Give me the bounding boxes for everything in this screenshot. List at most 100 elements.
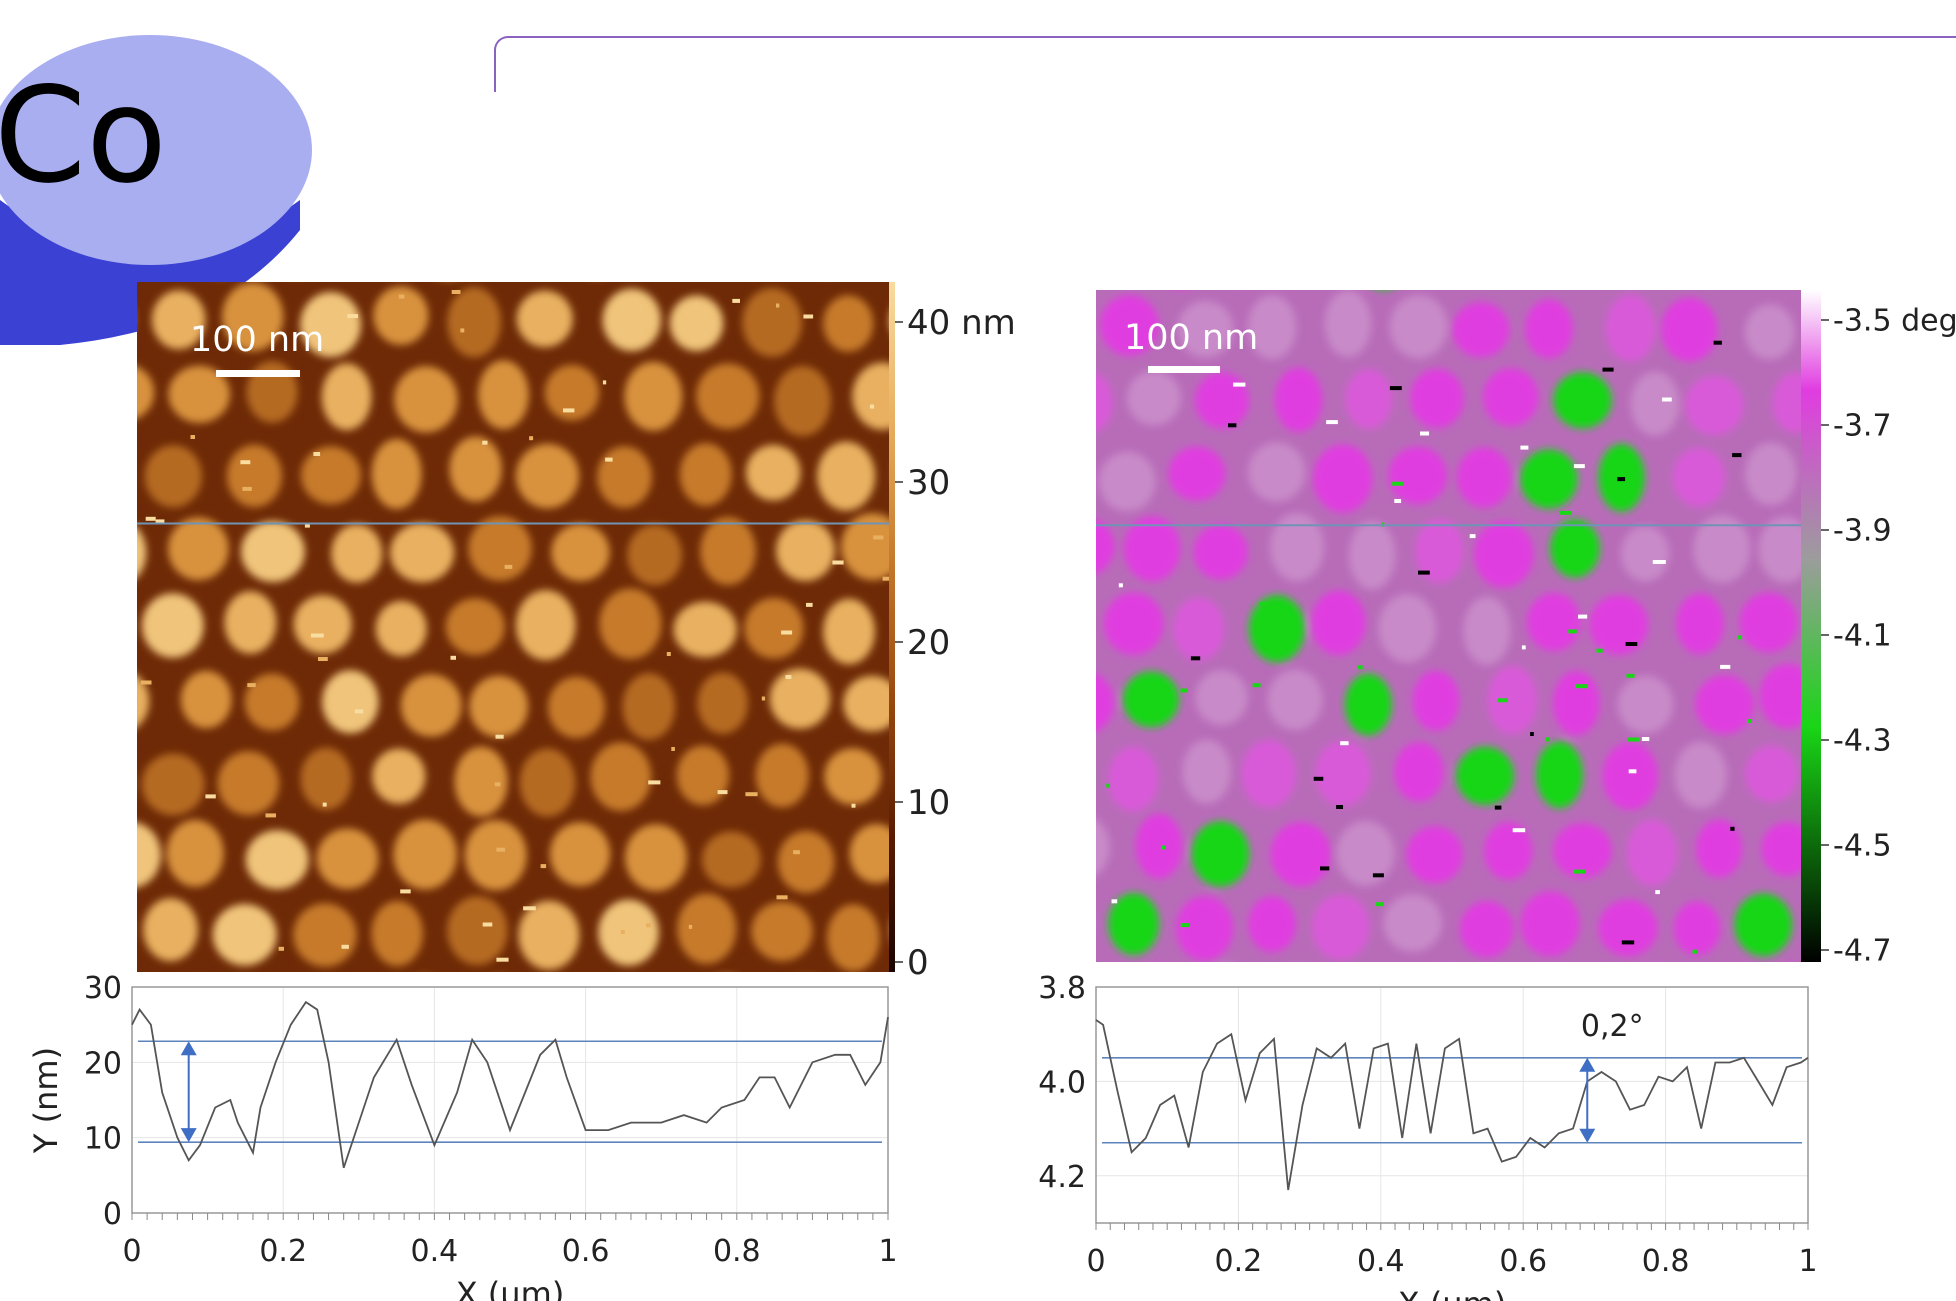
- scan-speck: [1626, 673, 1635, 678]
- scan-grain: [1267, 669, 1323, 730]
- x-tick-label: 0.4: [411, 1234, 459, 1269]
- scan-speck: [529, 436, 534, 441]
- y-tick-label: 4.0: [1038, 1065, 1086, 1100]
- colorbar-tick-label: -3.9: [1833, 514, 1892, 549]
- scan-grain: [1484, 822, 1533, 880]
- y-tick-label: 3.8: [1038, 975, 1086, 1006]
- scan-grain: [1695, 674, 1755, 735]
- scan-grain: [1744, 304, 1795, 360]
- scan-grain: [516, 290, 573, 348]
- scan-speck: [620, 930, 625, 934]
- x-axis-label: X (µm): [1398, 1285, 1507, 1301]
- scan-grain: [321, 363, 372, 431]
- scan-speck: [496, 847, 506, 852]
- scan-speck: [1420, 431, 1430, 436]
- scan-grain: [599, 588, 662, 659]
- colorbar-tick-label: -4.3: [1833, 724, 1892, 759]
- scan-grain: [547, 676, 605, 739]
- scan-grain: [700, 517, 756, 585]
- scan-grain: [1108, 892, 1160, 956]
- scan-grain: [1761, 821, 1801, 877]
- scan-grain: [1676, 593, 1725, 655]
- scan-grain: [301, 446, 361, 505]
- x-tick-label: 0: [122, 1234, 141, 1269]
- scan-grain: [478, 360, 529, 430]
- scan-grain: [445, 598, 505, 655]
- scan-speck: [504, 564, 513, 569]
- scan-grain: [625, 824, 687, 891]
- element-disk: [0, 35, 312, 345]
- scan-speck: [310, 633, 324, 638]
- scan-speck: [1545, 737, 1550, 742]
- scan-speck: [1190, 656, 1201, 661]
- scan-grain: [776, 520, 835, 582]
- scan-grain: [1195, 372, 1250, 429]
- scan-grain: [1096, 372, 1113, 433]
- topography-colorbar-ticks: 40 nm 30 20 10 0: [895, 303, 1016, 982]
- scan-grain: [1661, 297, 1718, 362]
- scan-grain: [744, 597, 804, 659]
- phase-scale-bar-label: 100 nm: [1124, 318, 1259, 358]
- scan-grain: [1598, 899, 1658, 957]
- scan-speck: [1737, 635, 1742, 640]
- scan-grain: [677, 893, 737, 964]
- colorbar-tick-label: -3.5 deg: [1833, 304, 1956, 339]
- colorbar-tick-label: 20: [907, 623, 950, 663]
- scan-speck: [205, 794, 216, 799]
- scan-grain: [293, 903, 357, 967]
- scan-grain: [331, 524, 383, 583]
- scan-grain: [1383, 894, 1443, 952]
- scan-grain: [1193, 524, 1249, 580]
- scan-grain: [823, 598, 875, 665]
- scan-speck: [1530, 732, 1534, 736]
- y-tick-label: 0: [103, 1197, 122, 1232]
- phase-scale-bar: [1148, 366, 1220, 373]
- scan-grain: [777, 830, 835, 893]
- scan-speck: [1497, 698, 1508, 703]
- scan-grain: [1695, 819, 1743, 878]
- scan-speck: [1628, 769, 1637, 774]
- scan-grain: [168, 365, 230, 423]
- scan-speck: [313, 452, 321, 456]
- scan-speck: [1578, 614, 1588, 619]
- scan-grain: [1172, 597, 1225, 661]
- scan-speck: [882, 576, 889, 581]
- scan-grain: [1734, 893, 1793, 957]
- scan-grain: [1630, 371, 1680, 436]
- scan-grain: [697, 672, 748, 734]
- phase-image: [1096, 290, 1801, 962]
- scan-speck: [1627, 737, 1640, 742]
- scan-speck: [451, 290, 461, 294]
- scan-speck: [1313, 776, 1324, 781]
- colorbar-tick-label: -4.1: [1833, 619, 1892, 654]
- scan-grain: [841, 513, 889, 581]
- scan-grain: [244, 673, 300, 731]
- scan-speck: [717, 790, 728, 795]
- height-arrow-head-down: [1579, 1128, 1596, 1143]
- profile-series-line: [131, 1000, 889, 1169]
- scan-speck: [1625, 642, 1638, 646]
- x-tick-label: 0.8: [713, 1234, 761, 1269]
- scan-grain: [166, 819, 224, 887]
- scan-grain: [696, 363, 760, 429]
- scan-grain: [1270, 512, 1325, 582]
- scan-speck: [1336, 805, 1343, 809]
- scan-grain: [676, 745, 730, 806]
- scan-speck: [832, 560, 844, 565]
- scan-speck: [732, 298, 740, 303]
- scan-speck: [247, 683, 256, 688]
- scan-grain: [217, 751, 280, 816]
- plot-frame: [131, 986, 889, 1214]
- scan-grain: [1552, 670, 1600, 736]
- scan-grain: [622, 673, 676, 740]
- scan-speck: [494, 782, 501, 787]
- scan-grain: [624, 361, 683, 431]
- scan-grain: [1745, 745, 1799, 803]
- scan-grain: [300, 747, 352, 810]
- scan-speck: [398, 294, 405, 299]
- scan-speck: [806, 602, 813, 607]
- height-arrow-head-down: [180, 1128, 197, 1143]
- scan-speck: [793, 850, 800, 855]
- scan-speck: [304, 523, 310, 528]
- height-annotation: 0,2°: [1581, 1009, 1644, 1044]
